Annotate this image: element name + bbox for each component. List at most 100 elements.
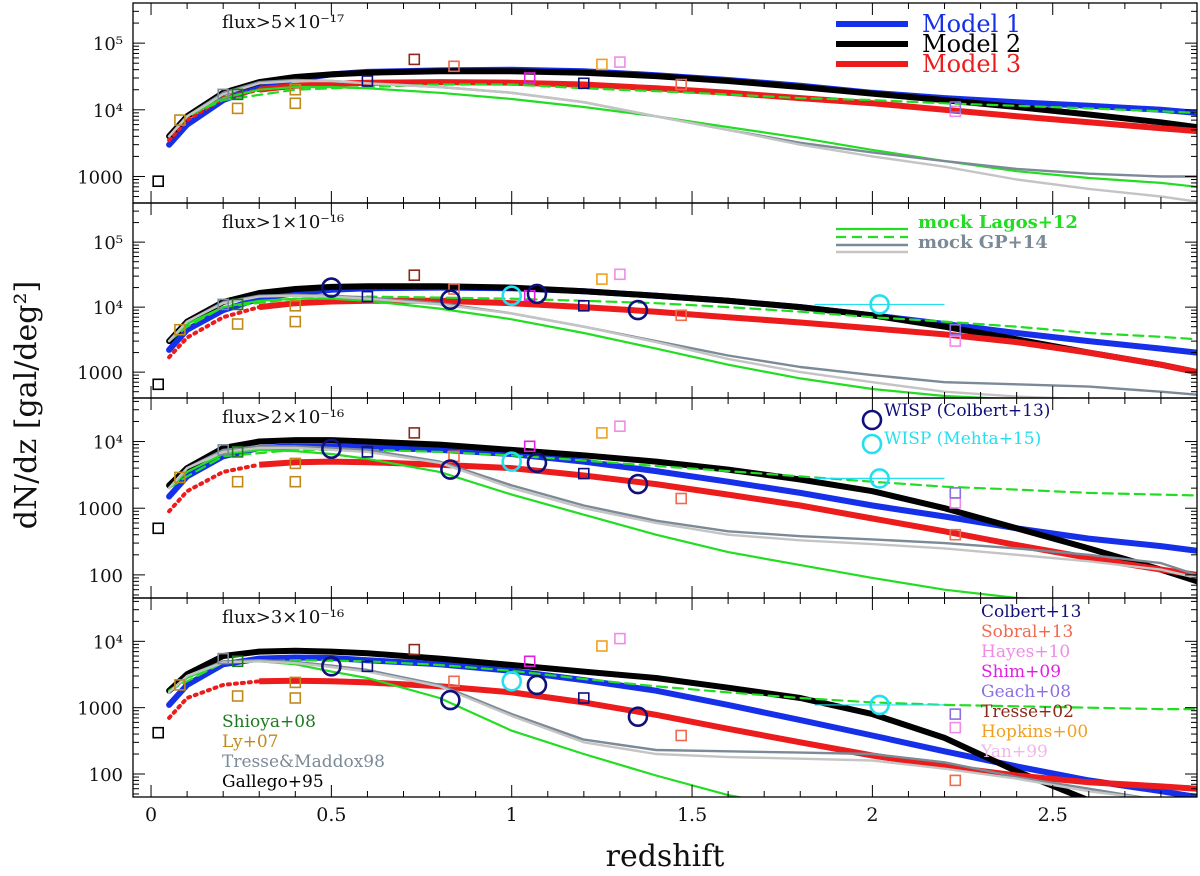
panels-group: 100010⁴10⁵flux>5×10⁻¹⁷100010⁴10⁵flux>1×1… xyxy=(77,2,1198,826)
point-hayes-10 xyxy=(949,721,962,734)
panel-flux-label: flux>1×10⁻¹⁶ xyxy=(222,212,344,233)
legend-wisp-mehta-marker xyxy=(861,433,883,455)
plot-area xyxy=(152,632,1197,797)
panel-frame xyxy=(132,597,1198,798)
point-gallego-95 xyxy=(152,175,164,187)
x-tick-label: 0.5 xyxy=(316,804,346,826)
point-ly-07 xyxy=(174,471,186,484)
point-shioya-08 xyxy=(231,298,244,311)
panel-2: 1000 10⁴ 10⁵ flux>1×10⁻¹⁶ xyxy=(77,202,1198,399)
wisp-mehta-point xyxy=(869,694,890,716)
point-tresse-maddox98 xyxy=(217,298,229,311)
point-tresse-maddox98 xyxy=(217,444,229,456)
plot-area xyxy=(152,420,1197,598)
series-mock-gp-14-light- xyxy=(167,446,1197,580)
point-hayes-10 xyxy=(949,497,962,509)
point-tresse-02 xyxy=(408,427,421,439)
wisp-mehta-point xyxy=(869,294,890,315)
point-colbert-13 xyxy=(361,290,374,303)
wisp-colbert-point xyxy=(440,289,461,311)
legend-survey-label: Shim+09 xyxy=(981,662,1061,682)
point-gallego-95 xyxy=(152,522,164,535)
point-ly-07 xyxy=(174,114,186,126)
point-tresse-02 xyxy=(408,269,421,282)
point-ly-07 xyxy=(231,690,244,702)
point-hopkins-00 xyxy=(596,640,608,652)
series-mock-lagos-12-solid- xyxy=(168,85,1197,188)
point-ly-07 xyxy=(289,692,302,704)
series-mock-gp-14-dark- xyxy=(167,78,1197,178)
series-mock-lagos-12-dashed- xyxy=(168,83,1197,138)
x-tick-label: 2.5 xyxy=(1038,804,1068,826)
series-mock-gp-14-light- xyxy=(167,660,1144,797)
legend-survey-label: Hayes+10 xyxy=(981,642,1070,662)
wisp-colbert-point xyxy=(526,452,548,474)
series-mock-lagos-12-dashed- xyxy=(168,295,1197,343)
point-ly-07 xyxy=(231,102,244,115)
y-tick-label: 10⁴ xyxy=(93,298,123,319)
point-colbert-13 xyxy=(577,692,590,704)
wisp-colbert-point xyxy=(627,299,649,321)
point-geach-08 xyxy=(949,101,962,113)
point-hayes-10 xyxy=(614,420,626,433)
x-axis-label: redshift xyxy=(606,839,725,874)
point-ly-07 xyxy=(289,299,302,312)
point-hayes-10 xyxy=(614,632,626,645)
legend-model-label: Model 1 xyxy=(922,10,1021,38)
panel-flux-label: flux>3×10⁻¹⁶ xyxy=(222,607,344,628)
panel-3: 100 1000 10⁴ flux>2×10⁻¹⁶ xyxy=(77,397,1198,599)
series-mock-lagos-12-dashed- xyxy=(168,448,1197,497)
wisp-colbert-point xyxy=(627,706,649,728)
series-mock-gp-14-dark- xyxy=(167,445,1197,577)
point-geach-08 xyxy=(949,708,962,720)
point-ly-07 xyxy=(289,457,302,470)
series-model-3 xyxy=(258,297,1197,376)
point-sobral-13 xyxy=(949,774,962,787)
point-hopkins-00 xyxy=(596,273,608,285)
point-colbert-13 xyxy=(577,299,590,312)
legend-wisp-colbert-marker xyxy=(861,409,883,431)
point-tresse-maddox98 xyxy=(217,652,229,665)
legend-survey-label: Tresse&Maddox98 xyxy=(222,752,385,772)
x-tick-label: 1.5 xyxy=(677,804,707,826)
x-tick-label: 1 xyxy=(506,804,518,826)
plot-area xyxy=(152,53,1197,203)
y-tick-label: 1000 xyxy=(77,167,123,188)
point-gallego-95 xyxy=(152,378,164,391)
point-ly-07 xyxy=(174,679,186,691)
point-geach-08 xyxy=(949,323,962,336)
legend-model-label: Model 3 xyxy=(922,50,1021,78)
point-tresse-maddox98 xyxy=(217,88,229,101)
legend-mock-label: mock GP+14 xyxy=(918,232,1048,253)
wisp-colbert-point xyxy=(321,438,342,460)
y-tick-label: 10⁵ xyxy=(93,34,123,55)
point-tresse-02 xyxy=(408,53,421,66)
y-tick-label: 1000 xyxy=(77,699,123,720)
y-tick-label: 1000 xyxy=(77,499,123,520)
series-model-3-lowz xyxy=(167,305,262,360)
wisp-mehta-point xyxy=(501,670,523,692)
point-sobral-13 xyxy=(448,675,460,688)
legend-survey-label: Sobral+13 xyxy=(981,622,1073,642)
wisp-mehta-point xyxy=(501,451,523,472)
point-hopkins-00 xyxy=(596,58,608,71)
wisp-colbert-point xyxy=(526,283,548,305)
point-geach-08 xyxy=(949,487,962,499)
x-tick-label: 0 xyxy=(145,804,157,826)
plot-area xyxy=(152,268,1197,398)
series-mock-lagos-12-solid- xyxy=(168,448,1041,598)
point-colbert-13 xyxy=(577,467,590,480)
point-sobral-13 xyxy=(675,309,688,322)
point-ly-07 xyxy=(231,475,244,488)
point-hayes-10 xyxy=(614,56,626,68)
wisp-colbert-point xyxy=(526,674,548,696)
point-shim-09 xyxy=(523,72,536,84)
wisp-colbert-point xyxy=(440,459,461,480)
series-mock-gp-14-light- xyxy=(167,79,1197,203)
point-tresse-02 xyxy=(408,643,421,656)
legend-wisp-label: WISP (Mehta+15) xyxy=(884,429,1041,449)
point-colbert-13 xyxy=(361,446,374,458)
legend-survey-label: Ly+07 xyxy=(222,732,278,752)
legend-model-label: Model 2 xyxy=(922,30,1021,58)
